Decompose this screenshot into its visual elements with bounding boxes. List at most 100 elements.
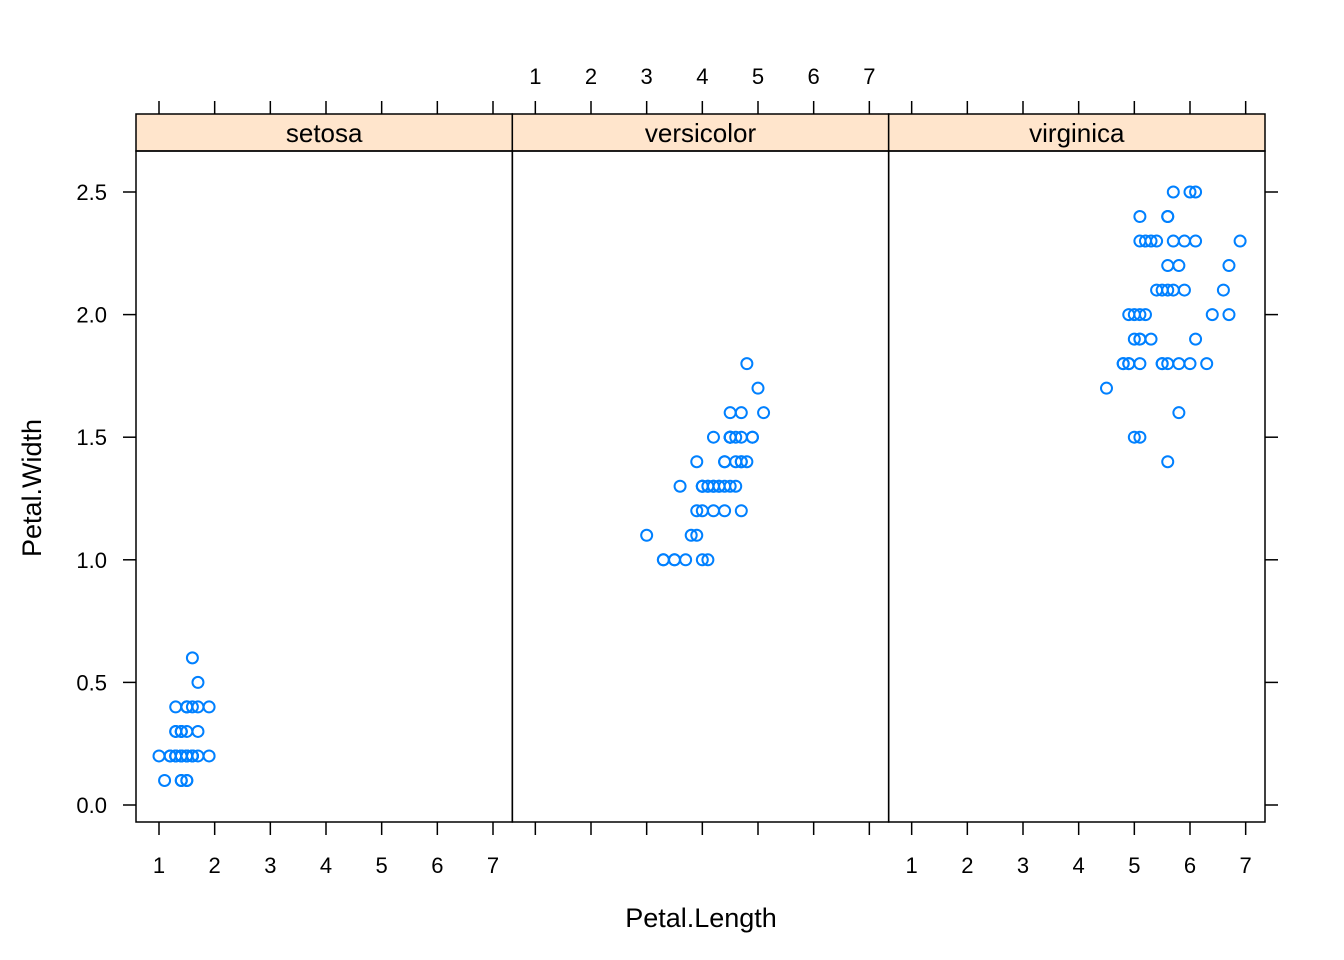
data-point bbox=[734, 455, 748, 469]
strip-label-virginica: virginica bbox=[1029, 118, 1125, 148]
y-tick-label: 0.0 bbox=[76, 793, 107, 818]
axes-layer: 1 2 3 4 5 6 7 1 2 3 4 5 6 7 1 2 3 4 5 6 7 0.0 0.5 1.0 1.5 2.0 2.5 bbox=[76, 64, 1278, 878]
x-tick-label-bottom: 1 bbox=[906, 853, 918, 878]
data-point bbox=[1172, 357, 1186, 371]
data-point bbox=[1127, 332, 1141, 346]
data-point bbox=[684, 528, 698, 542]
data-point bbox=[169, 700, 183, 714]
x-tick-label-bottom: 1 bbox=[153, 853, 165, 878]
y-tick-label: 1.5 bbox=[76, 425, 107, 450]
strip-virginica bbox=[887, 113, 1266, 152]
data-point bbox=[202, 749, 216, 763]
panel-virginica: virginica bbox=[887, 113, 1266, 823]
data-point bbox=[158, 773, 172, 787]
data-point bbox=[701, 479, 715, 493]
data-point bbox=[757, 406, 771, 420]
data-point bbox=[1172, 406, 1186, 420]
data-point bbox=[185, 700, 199, 714]
x-tick-label-bottom: 6 bbox=[1184, 853, 1196, 878]
data-point bbox=[1166, 234, 1180, 248]
data-point bbox=[734, 430, 748, 444]
data-point bbox=[180, 749, 194, 763]
data-point bbox=[640, 528, 654, 542]
points-virginica bbox=[1100, 185, 1247, 469]
data-point bbox=[1172, 259, 1186, 273]
x-tick-label-bottom: 3 bbox=[264, 853, 276, 878]
data-point bbox=[706, 430, 720, 444]
panel-border-virginica bbox=[887, 150, 1266, 823]
data-point bbox=[180, 773, 194, 787]
panel-border-setosa bbox=[135, 150, 514, 823]
strip-setosa bbox=[135, 113, 514, 152]
data-point bbox=[174, 749, 188, 763]
data-point bbox=[718, 455, 732, 469]
strip-label-setosa: setosa bbox=[286, 118, 363, 148]
data-point bbox=[1155, 357, 1169, 371]
data-point bbox=[202, 700, 216, 714]
data-point bbox=[745, 430, 759, 444]
strip-versicolor bbox=[511, 113, 890, 152]
data-point bbox=[740, 357, 754, 371]
data-point bbox=[1183, 185, 1197, 199]
data-point bbox=[1161, 259, 1175, 273]
x-tick-label-top: 5 bbox=[752, 64, 764, 89]
data-point bbox=[1189, 185, 1203, 199]
data-point bbox=[668, 553, 681, 567]
data-point bbox=[706, 504, 720, 518]
x-tick-label-bottom: 7 bbox=[1240, 853, 1252, 878]
x-tick-label-bottom: 4 bbox=[1073, 853, 1085, 878]
x-tick-label-bottom: 2 bbox=[209, 853, 221, 878]
data-point bbox=[1222, 308, 1236, 322]
data-point bbox=[1216, 283, 1230, 297]
data-point bbox=[706, 479, 720, 493]
data-point bbox=[1200, 357, 1214, 371]
data-point bbox=[1138, 308, 1152, 322]
x-tick-label-top: 7 bbox=[863, 64, 875, 89]
data-point bbox=[690, 455, 704, 469]
data-point bbox=[185, 651, 199, 665]
data-point bbox=[191, 724, 205, 738]
data-point bbox=[1133, 332, 1147, 346]
x-tick-label-top: 4 bbox=[696, 64, 708, 89]
data-point bbox=[673, 479, 687, 493]
data-point bbox=[729, 430, 743, 444]
data-point bbox=[1133, 430, 1147, 444]
data-point bbox=[679, 553, 693, 567]
points-versicolor bbox=[640, 357, 771, 567]
data-point bbox=[1166, 283, 1180, 297]
data-point bbox=[695, 553, 709, 567]
x-tick-label-bottom: 6 bbox=[431, 853, 443, 878]
panel-border-versicolor bbox=[511, 150, 890, 823]
data-point bbox=[734, 406, 748, 420]
data-point bbox=[1233, 234, 1247, 248]
data-point bbox=[1189, 234, 1203, 248]
data-point bbox=[180, 700, 194, 714]
data-point bbox=[1177, 283, 1191, 297]
data-point bbox=[734, 504, 748, 518]
x-tick-label-bottom: 4 bbox=[320, 853, 332, 878]
data-point bbox=[1133, 357, 1147, 371]
data-point bbox=[1133, 210, 1147, 224]
y-tick-label: 0.5 bbox=[76, 670, 107, 695]
panel-versicolor: versicolor bbox=[511, 113, 890, 823]
data-point bbox=[1222, 259, 1236, 273]
data-point bbox=[1116, 357, 1130, 371]
data-point bbox=[656, 553, 670, 567]
data-point bbox=[1144, 332, 1158, 346]
data-point bbox=[701, 553, 715, 567]
data-point bbox=[729, 455, 743, 469]
data-point bbox=[690, 504, 704, 518]
data-point bbox=[690, 528, 704, 542]
panel-setosa: setosa bbox=[135, 113, 514, 823]
x-tick-label-top: 3 bbox=[641, 64, 653, 89]
points-setosa bbox=[152, 651, 216, 787]
x-tick-label-top: 6 bbox=[808, 64, 820, 89]
data-point bbox=[1100, 381, 1113, 395]
data-point bbox=[1189, 332, 1203, 346]
x-tick-label-top: 1 bbox=[529, 64, 541, 89]
y-tick-label: 1.0 bbox=[76, 548, 107, 573]
x-tick-label-bottom: 3 bbox=[1017, 853, 1029, 878]
data-point bbox=[174, 724, 188, 738]
y-axis-title: Petal.Width bbox=[17, 419, 47, 557]
